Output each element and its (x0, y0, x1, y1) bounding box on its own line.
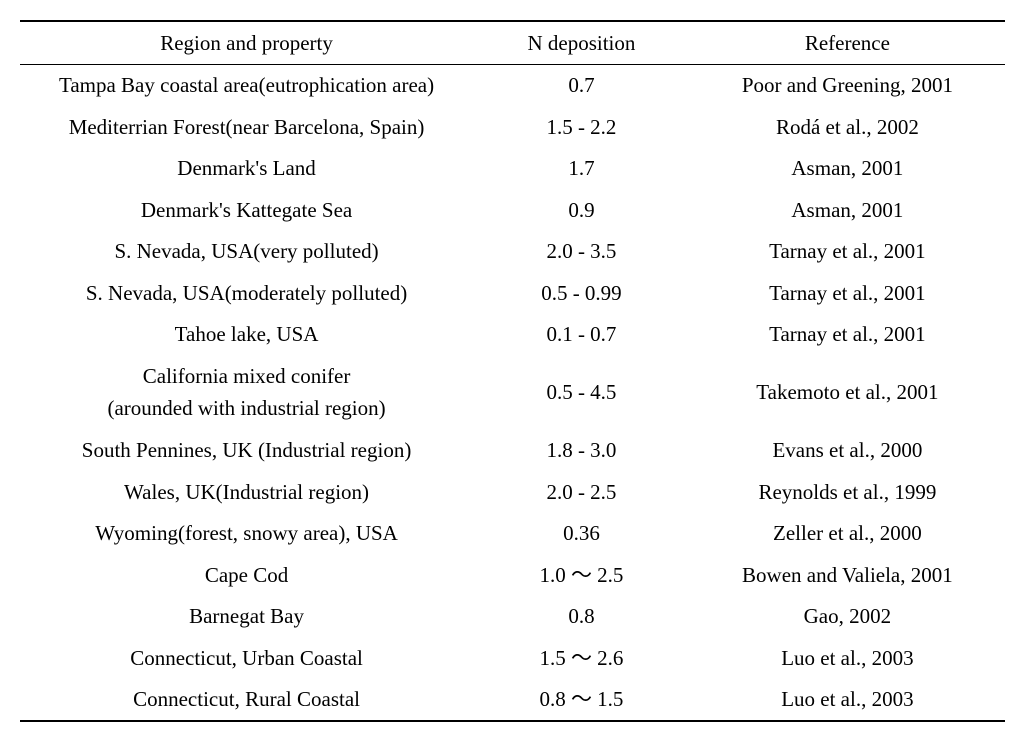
table-row: S. Nevada, USA(very polluted) 2.0 - 3.5 … (20, 231, 1005, 273)
cell-deposition: 0.1 - 0.7 (473, 314, 690, 356)
cell-region-line2: (arounded with industrial region) (26, 392, 467, 425)
cell-region: Cape Cod (20, 554, 473, 596)
cell-region: S. Nevada, USA(very polluted) (20, 231, 473, 273)
table-container: Region and property N deposition Referen… (20, 20, 1005, 722)
col-header-deposition: N deposition (473, 21, 690, 64)
cell-reference: Asman, 2001 (690, 148, 1005, 190)
cell-region: Wales, UK(Industrial region) (20, 471, 473, 513)
cell-region: Wyoming(forest, snowy area), USA (20, 513, 473, 555)
n-deposition-table: Region and property N deposition Referen… (20, 20, 1005, 722)
cell-region: Mediterrian Forest(near Barcelona, Spain… (20, 106, 473, 148)
cell-deposition: 0.9 (473, 189, 690, 231)
table-row: Denmark's Land 1.7 Asman, 2001 (20, 148, 1005, 190)
cell-region-line1: California mixed conifer (26, 360, 467, 393)
cell-reference: Reynolds et al., 1999 (690, 471, 1005, 513)
cell-reference: Asman, 2001 (690, 189, 1005, 231)
table-row: Wales, UK(Industrial region) 2.0 - 2.5 R… (20, 471, 1005, 513)
cell-deposition: 0.8 (473, 596, 690, 638)
table-row: Tampa Bay coastal area(eutrophication ar… (20, 64, 1005, 106)
cell-reference: Tarnay et al., 2001 (690, 314, 1005, 356)
table-row: Connecticut, Rural Coastal 0.8 ～ 1.5 Luo… (20, 679, 1005, 722)
cell-deposition: 2.0 - 2.5 (473, 471, 690, 513)
cell-reference: Tarnay et al., 2001 (690, 272, 1005, 314)
table-row: Connecticut, Urban Coastal 1.5 ～ 2.6 Luo… (20, 637, 1005, 679)
table-row: South Pennines, UK (Industrial region) 1… (20, 429, 1005, 471)
cell-reference: Tarnay et al., 2001 (690, 231, 1005, 273)
table-row: Cape Cod 1.0 ～ 2.5 Bowen and Valiela, 20… (20, 554, 1005, 596)
table-row: Denmark's Kattegate Sea 0.9 Asman, 2001 (20, 189, 1005, 231)
cell-deposition: 1.5 - 2.2 (473, 106, 690, 148)
cell-reference: Rodá et al., 2002 (690, 106, 1005, 148)
cell-reference: Poor and Greening, 2001 (690, 64, 1005, 106)
table-row: Barnegat Bay 0.8 Gao, 2002 (20, 596, 1005, 638)
table-row: Mediterrian Forest(near Barcelona, Spain… (20, 106, 1005, 148)
cell-region: Barnegat Bay (20, 596, 473, 638)
cell-reference: Evans et al., 2000 (690, 429, 1005, 471)
cell-reference: Luo et al., 2003 (690, 679, 1005, 722)
cell-region: Connecticut, Urban Coastal (20, 637, 473, 679)
cell-deposition: 0.5 - 0.99 (473, 272, 690, 314)
cell-reference: Luo et al., 2003 (690, 637, 1005, 679)
table-header-row: Region and property N deposition Referen… (20, 21, 1005, 64)
cell-deposition: 1.0 ～ 2.5 (473, 554, 690, 596)
cell-deposition: 1.7 (473, 148, 690, 190)
cell-region: Tahoe lake, USA (20, 314, 473, 356)
cell-reference: Takemoto et al., 2001 (690, 355, 1005, 429)
table-row: S. Nevada, USA(moderately polluted) 0.5 … (20, 272, 1005, 314)
cell-region: S. Nevada, USA(moderately polluted) (20, 272, 473, 314)
cell-reference: Gao, 2002 (690, 596, 1005, 638)
cell-reference: Bowen and Valiela, 2001 (690, 554, 1005, 596)
cell-deposition: 0.8 ～ 1.5 (473, 679, 690, 722)
cell-region: California mixed conifer (arounded with … (20, 355, 473, 429)
cell-deposition: 1.8 - 3.0 (473, 429, 690, 471)
cell-reference: Zeller et al., 2000 (690, 513, 1005, 555)
cell-region: Tampa Bay coastal area(eutrophication ar… (20, 64, 473, 106)
table-row: Wyoming(forest, snowy area), USA 0.36 Ze… (20, 513, 1005, 555)
cell-deposition: 0.36 (473, 513, 690, 555)
cell-region: Denmark's Kattegate Sea (20, 189, 473, 231)
cell-deposition: 1.5 ～ 2.6 (473, 637, 690, 679)
cell-deposition: 2.0 - 3.5 (473, 231, 690, 273)
col-header-reference: Reference (690, 21, 1005, 64)
cell-region: Denmark's Land (20, 148, 473, 190)
table-row: California mixed conifer (arounded with … (20, 355, 1005, 429)
cell-deposition: 0.5 - 4.5 (473, 355, 690, 429)
col-header-region: Region and property (20, 21, 473, 64)
table-row: Tahoe lake, USA 0.1 - 0.7 Tarnay et al.,… (20, 314, 1005, 356)
cell-region: Connecticut, Rural Coastal (20, 679, 473, 722)
table-body: Tampa Bay coastal area(eutrophication ar… (20, 64, 1005, 721)
cell-region: South Pennines, UK (Industrial region) (20, 429, 473, 471)
cell-deposition: 0.7 (473, 64, 690, 106)
